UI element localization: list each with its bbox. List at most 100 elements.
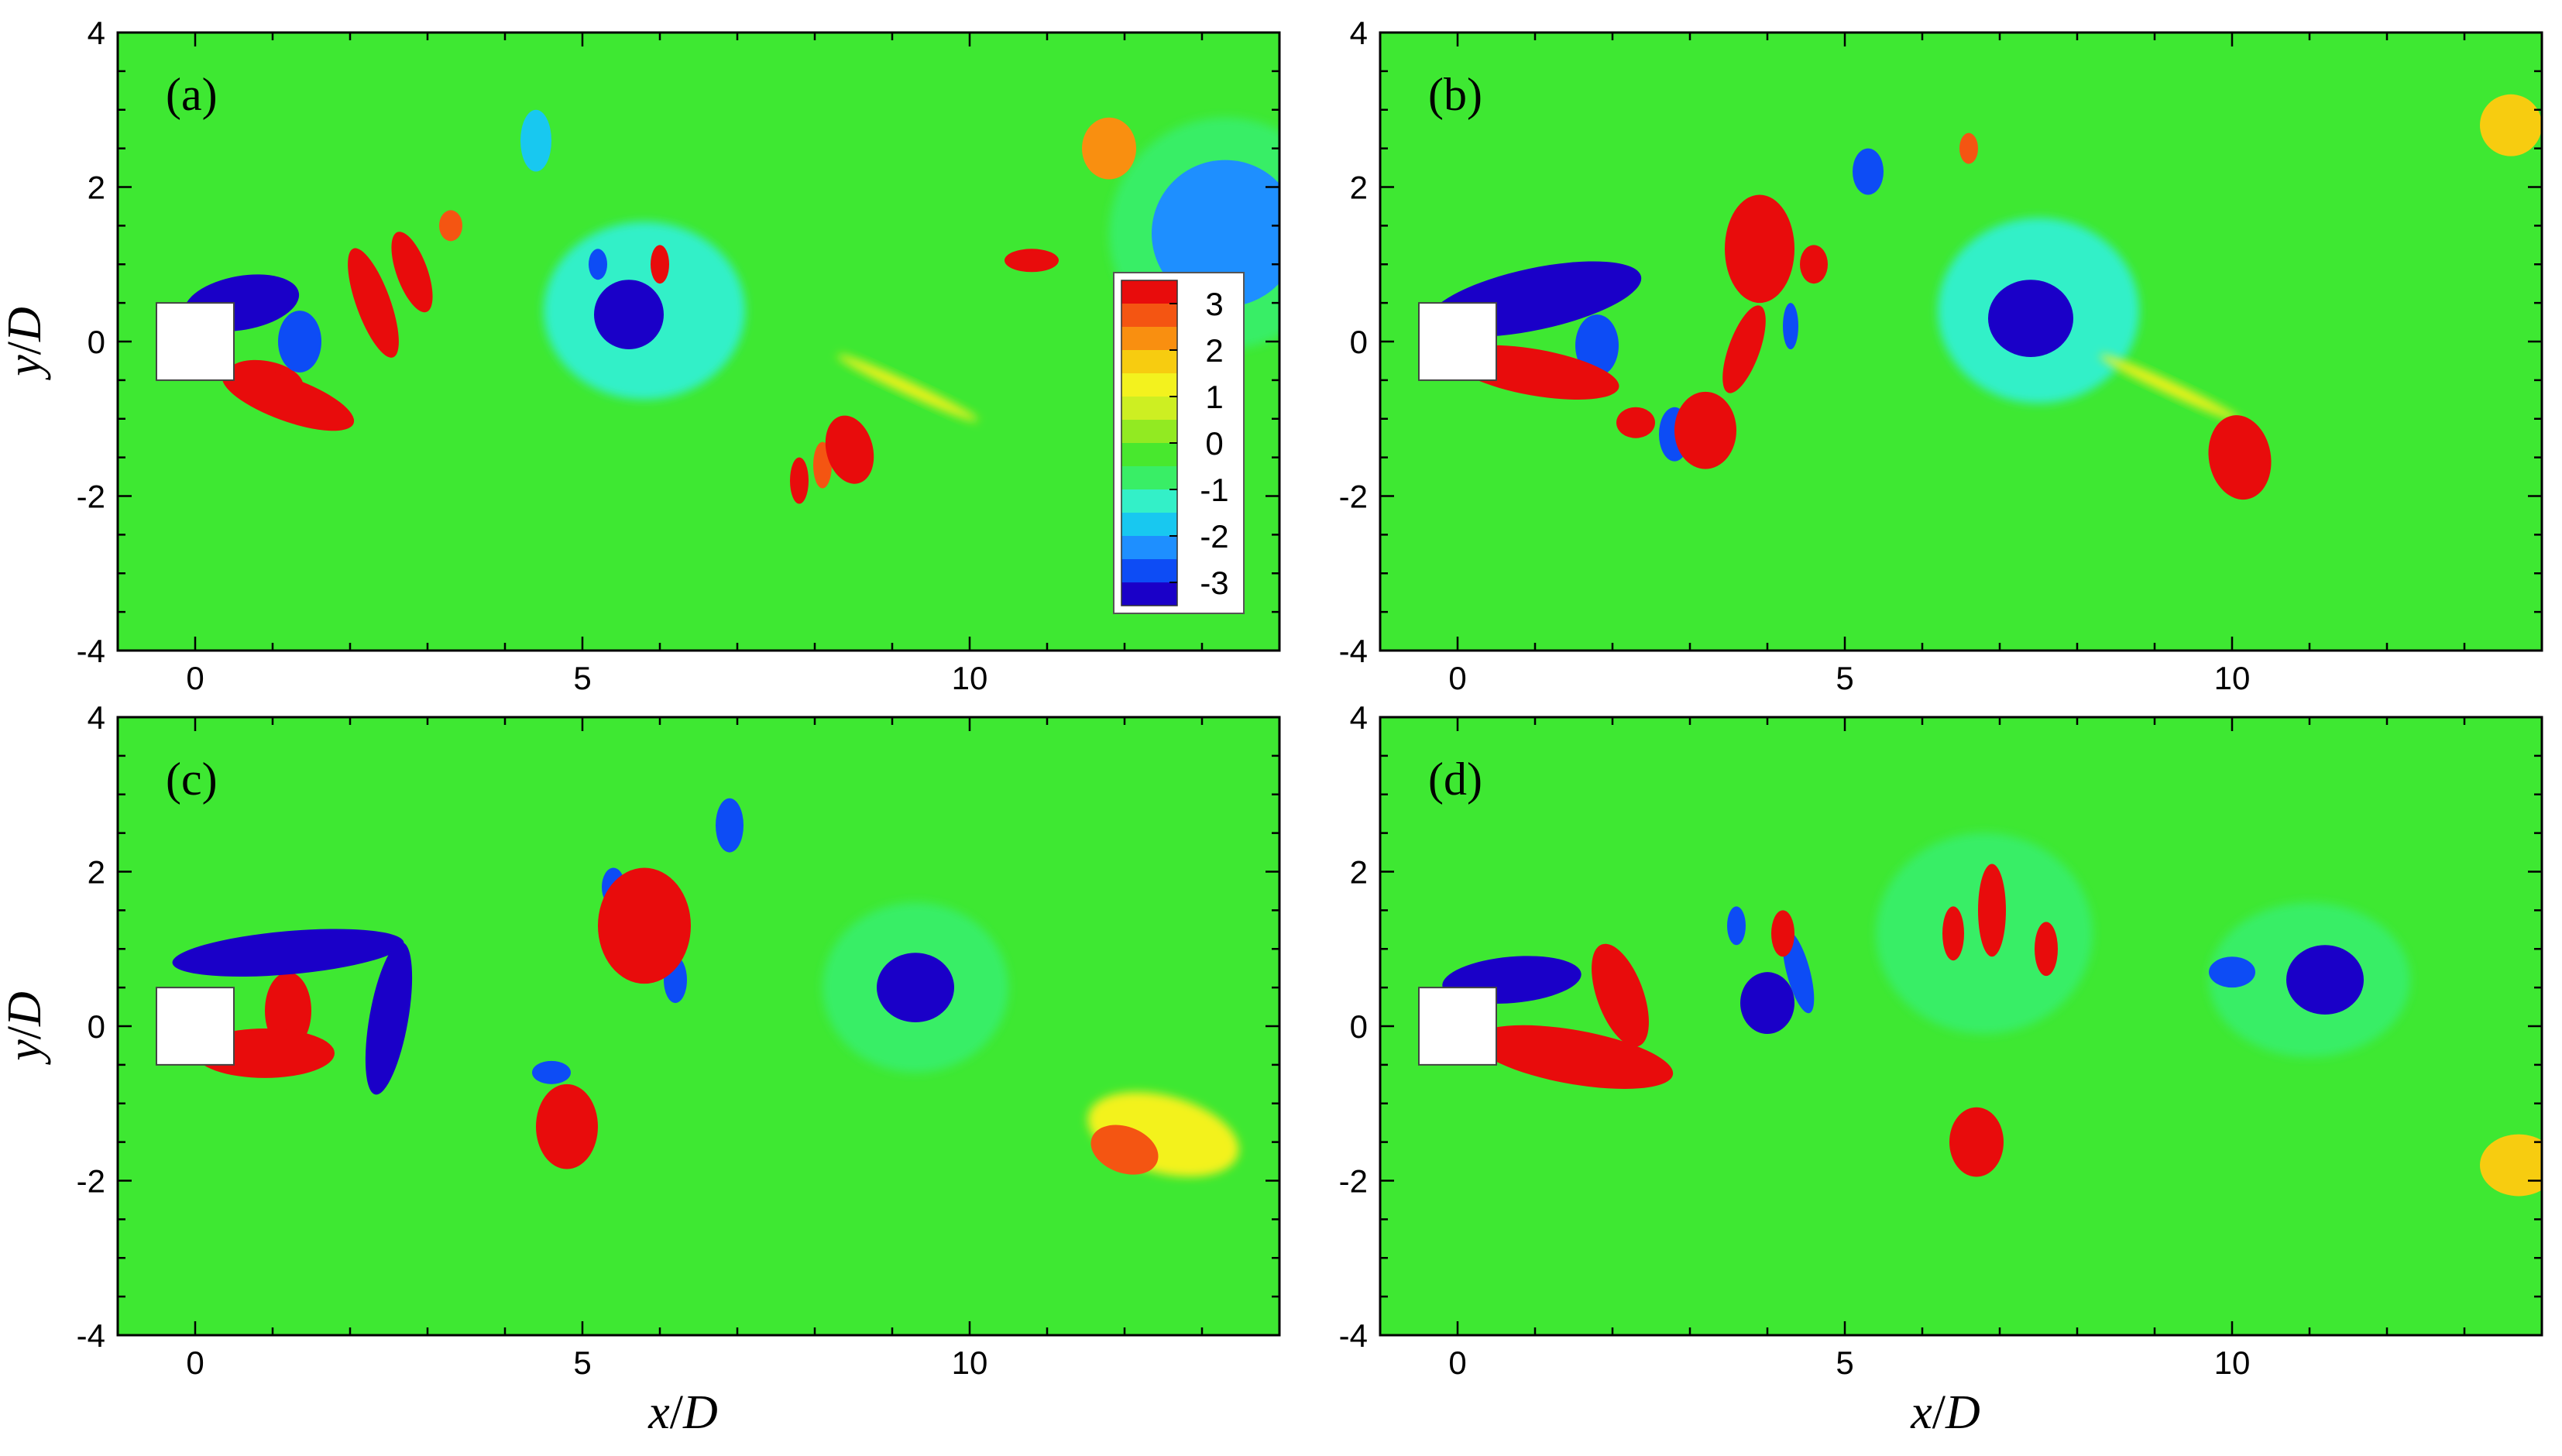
colorbar-swatch: [1121, 513, 1177, 537]
y-axis-title: y/D: [0, 307, 51, 381]
square-cylinder: [1418, 302, 1497, 381]
positive-vortex: [2035, 922, 2058, 977]
colorbar-swatch: [1121, 304, 1177, 328]
colorbar-swatch: [1121, 443, 1177, 467]
positive-vortex: [536, 1083, 598, 1169]
negative-vortex: [1152, 160, 1279, 307]
x-axis-title: x/D: [1910, 1386, 1980, 1439]
vorticity-field: [172, 798, 1239, 1177]
x-tick-label: 0: [1448, 1344, 1466, 1381]
x-tick-label: 5: [1836, 1344, 1853, 1381]
positive-vortex: [1942, 906, 1964, 961]
y-tick-label: 0: [88, 1008, 105, 1045]
positive-vortex: [651, 245, 669, 284]
colorbar-tick-label: 2: [1205, 332, 1223, 369]
colorbar-swatch: [1121, 559, 1177, 583]
negative-vortex: [365, 942, 413, 1095]
negative-vortex: [716, 798, 744, 853]
positive-vortex: [1722, 305, 1766, 393]
square-cylinder: [156, 987, 235, 1066]
negative-vortex: [1727, 906, 1746, 946]
colorbar-tick-label: -2: [1200, 518, 1228, 555]
positive-vortex: [598, 867, 691, 984]
positive-vortex: [1949, 1107, 2004, 1177]
colorbar-tick-label: -3: [1200, 565, 1228, 601]
square-cylinder: [1418, 987, 1497, 1066]
colorbar-tick-label: 3: [1205, 286, 1223, 322]
positive-vortex: [1474, 1025, 1674, 1090]
positive-vortex: [1800, 245, 1828, 284]
negative-vortex: [172, 929, 404, 977]
y-tick-label: -4: [77, 1317, 105, 1354]
x-tick-label: 10: [952, 660, 988, 696]
negative-vortex: [1782, 931, 1815, 1014]
y-tick-label: 0: [1350, 1008, 1368, 1045]
positive-vortex: [439, 210, 462, 242]
x-tick-label: 10: [952, 1344, 988, 1381]
y-tick-label: -2: [1339, 479, 1368, 515]
colorbar-swatch: [1121, 373, 1177, 397]
positive-vortex: [1005, 249, 1059, 273]
positive-vortex: [2100, 354, 2241, 421]
colorbar-swatch: [1121, 536, 1177, 560]
negative-vortex: [532, 1060, 571, 1084]
negative-vortex: [1783, 303, 1798, 349]
panel-label: (d): [1428, 754, 1482, 805]
y-tick-label: 4: [1350, 699, 1368, 736]
colorbar-swatch: [1121, 466, 1177, 490]
positive-vortex: [2480, 1134, 2542, 1197]
x-tick-label: 5: [573, 1344, 591, 1381]
panel-label: (c): [166, 754, 218, 805]
positive-vortex: [348, 248, 399, 358]
positive-vortex: [790, 457, 809, 504]
y-tick-label: 0: [88, 324, 105, 360]
y-tick-label: 4: [1350, 15, 1368, 51]
negative-vortex: [278, 311, 321, 373]
positive-vortex: [2208, 415, 2272, 500]
colorbar-swatch: [1121, 489, 1177, 513]
y-tick-label: 2: [88, 854, 105, 891]
colorbar-tick-label: 0: [1205, 425, 1223, 462]
y-tick-label: 0: [1350, 324, 1368, 360]
colorbar-swatch: [1121, 420, 1177, 444]
positive-vortex: [1592, 943, 1649, 1047]
y-tick-label: -2: [77, 1163, 105, 1200]
x-tick-label: 5: [573, 660, 591, 696]
negative-vortex: [1575, 314, 1619, 376]
positive-vortex: [1725, 194, 1794, 304]
colorbar-swatch: [1121, 397, 1177, 421]
colorbar-swatch: [1121, 327, 1177, 351]
x-axis-title: x/D: [647, 1386, 718, 1439]
positive-vortex: [1082, 117, 1136, 180]
x-tick-label: 0: [1448, 660, 1466, 696]
y-tick-label: 2: [88, 170, 105, 206]
panel-c: 0 5 10 -4 -2 0 2 4 (c) y/D x/D: [0, 699, 1281, 1439]
positive-vortex: [825, 415, 874, 484]
x-tick-label: 5: [1836, 660, 1853, 696]
y-tick-label: 2: [1350, 854, 1368, 891]
negative-vortex: [520, 109, 551, 172]
x-tick-label: 0: [186, 660, 204, 696]
x-tick-label: 0: [186, 1344, 204, 1381]
negative-vortex: [1853, 148, 1884, 195]
negative-vortex: [1740, 972, 1794, 1034]
panel-d: 0 5 10 -4 -2 0 2 4 (d) x/D: [1339, 699, 2543, 1439]
y-tick-label: -4: [77, 633, 105, 669]
panel-label: (b): [1428, 69, 1482, 120]
y-tick-label: 4: [88, 699, 105, 736]
positive-vortex: [2480, 94, 2542, 156]
positive-vortex: [1978, 864, 2006, 957]
positive-vortex: [1674, 391, 1736, 469]
positive-vortex: [1090, 1125, 1159, 1175]
positive-vortex: [1771, 910, 1794, 957]
y-axis-title: y/D: [0, 991, 51, 1066]
x-tick-label: 10: [2214, 1344, 2251, 1381]
negative-vortex: [2286, 945, 2364, 1015]
x-tick-label: 10: [2214, 660, 2251, 696]
vorticity-field: [1442, 833, 2542, 1197]
y-tick-label: -2: [1339, 1163, 1368, 1200]
y-tick-label: -4: [1339, 1317, 1368, 1354]
